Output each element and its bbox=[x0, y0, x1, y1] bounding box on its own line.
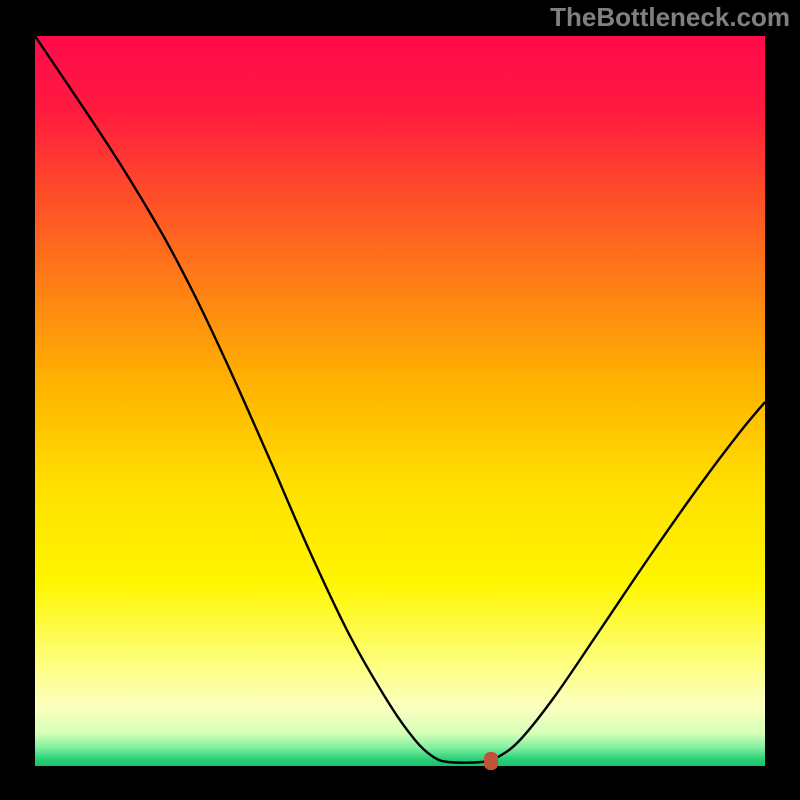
watermark-label: TheBottleneck.com bbox=[550, 2, 790, 33]
gradient-background bbox=[35, 36, 765, 766]
optimum-marker bbox=[484, 752, 498, 770]
chart-svg bbox=[0, 0, 800, 800]
